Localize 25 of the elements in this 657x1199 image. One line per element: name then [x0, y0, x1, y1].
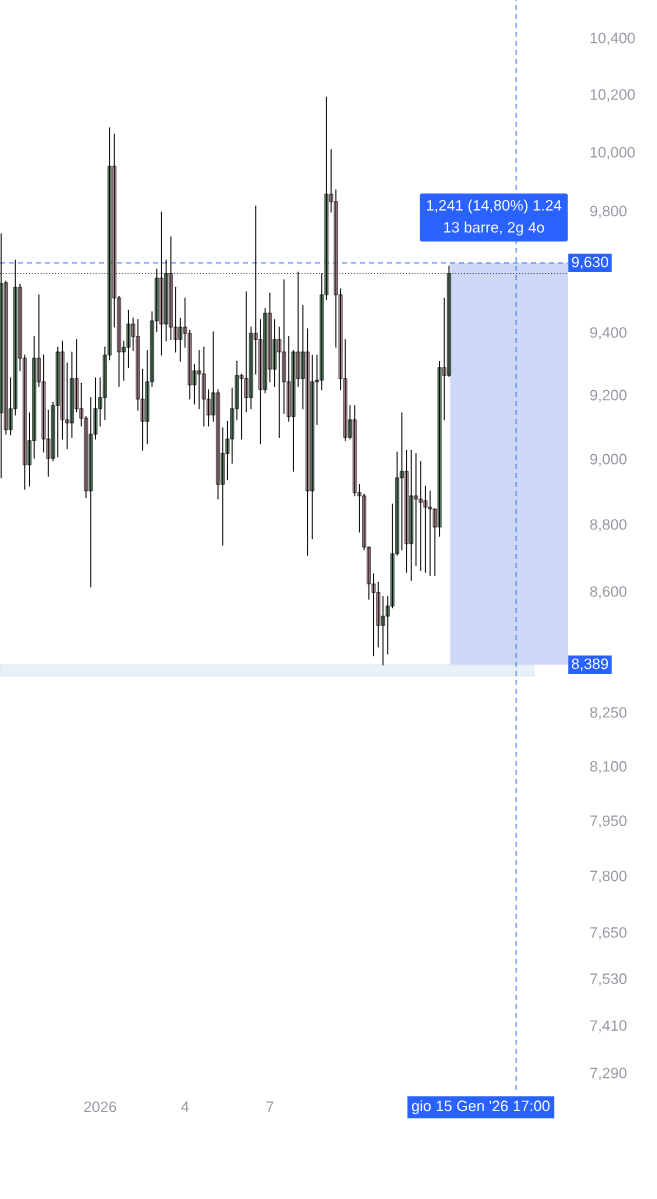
ref-line-label: gio 15 Gen '26 17:00 [412, 1100, 550, 1115]
band-label: 8,389 [571, 658, 609, 671]
x-tick-label: 2026 [84, 1101, 117, 1113]
y-tick-label: 8,800 [590, 519, 627, 532]
y-tick-label: 9,000 [590, 453, 627, 467]
y-tick-label: 10,200 [590, 89, 635, 102]
y-tick-label: 8,250 [590, 707, 627, 720]
y-tick-label: 9,800 [590, 205, 627, 219]
y-tick-label: 8,600 [590, 586, 627, 599]
y-tick-label: 10,000 [590, 146, 635, 160]
y-tick-label: 9,400 [590, 327, 627, 340]
y-tick-label: 9,200 [590, 389, 627, 403]
ref-line-label: 9,630 [571, 256, 609, 270]
y-tick-label: 7,290 [590, 1067, 627, 1081]
y-tick-label: 10,400 [590, 32, 635, 46]
y-tick-label: 7,410 [590, 1020, 627, 1033]
annotation: 13 barre, 2g 4o [444, 221, 545, 236]
annotation: 1,241 (14,80%) 1.24 [427, 199, 562, 214]
y-tick-label: 7,950 [590, 815, 627, 828]
x-tick-label: 4 [181, 1101, 189, 1112]
y-tick-label: 8,100 [590, 761, 627, 774]
y-tick-label: 7,800 [590, 870, 627, 884]
y-tick-label: 7,530 [590, 973, 627, 986]
x-tick-label: 7 [266, 1101, 274, 1112]
y-tick-label: 7,650 [590, 927, 627, 940]
